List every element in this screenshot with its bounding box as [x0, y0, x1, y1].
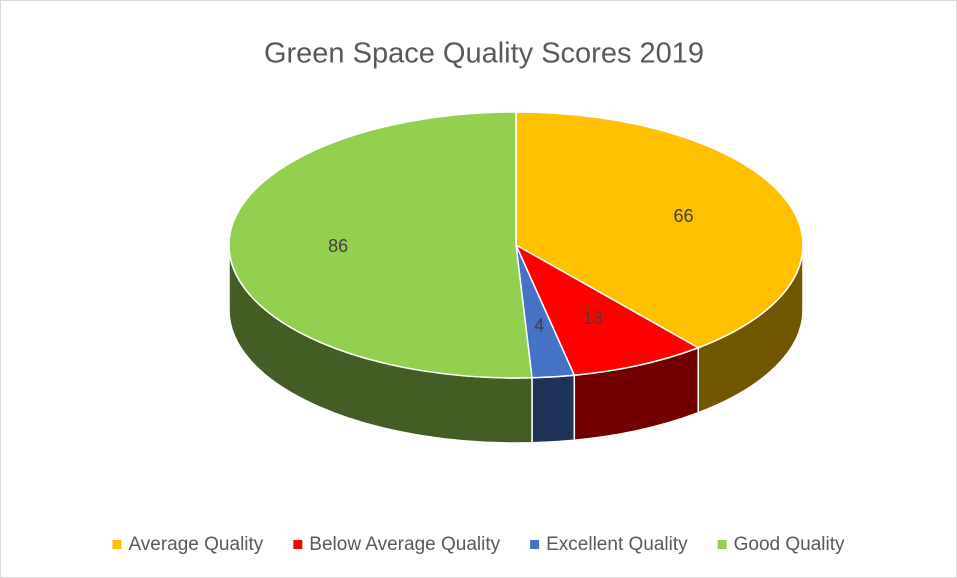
data-label: 4	[534, 316, 544, 336]
legend: Average Quality Below Average Quality Exce…	[112, 534, 845, 555]
data-label: 66	[674, 206, 694, 226]
chart-title: Green Space Quality Scores 2019	[264, 38, 704, 70]
legend-swatch	[530, 540, 540, 549]
data-label: 13	[583, 308, 603, 328]
legend-swatch	[717, 540, 727, 549]
slice-side	[531, 374, 576, 444]
slice	[514, 243, 700, 377]
legend-label: Excellent Quality	[546, 534, 688, 555]
legend-label: Average Quality	[128, 534, 263, 555]
slice	[515, 111, 804, 349]
legend-label: Good Quality	[734, 534, 845, 555]
legend-label: Below Average Quality	[309, 534, 500, 555]
legend-swatch	[112, 540, 122, 549]
data-label: 86	[328, 236, 348, 256]
legend-swatch	[293, 540, 303, 549]
slice	[228, 111, 533, 379]
